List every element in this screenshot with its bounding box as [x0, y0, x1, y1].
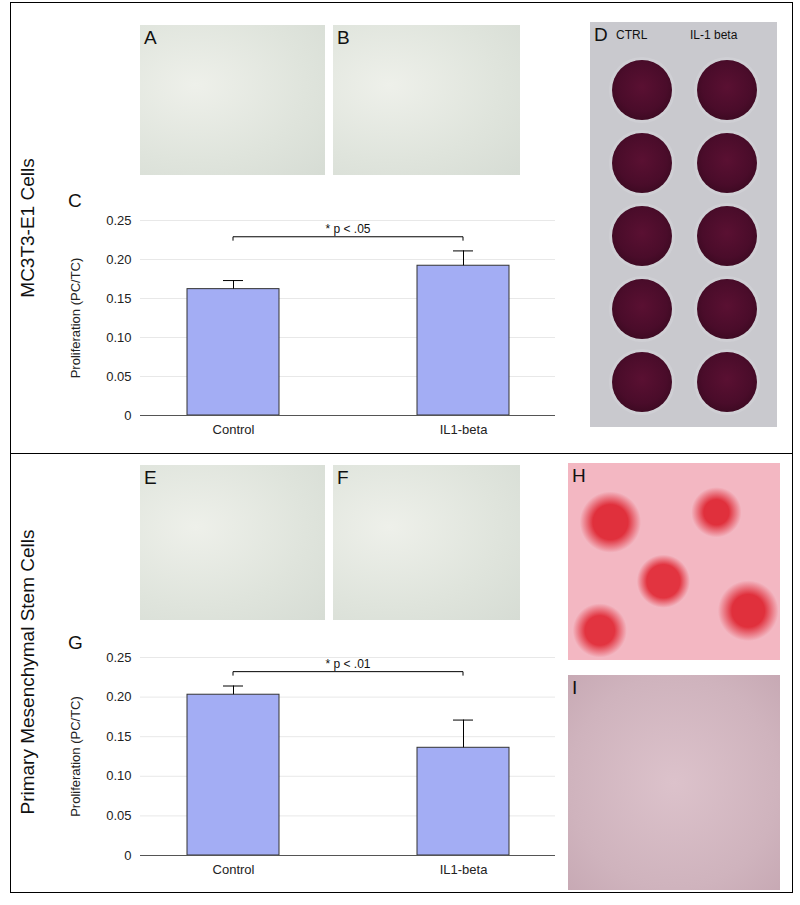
html-text:H: H	[572, 465, 586, 486]
svg-text:0.20: 0.20	[106, 689, 131, 704]
svg-text:0.15: 0.15	[106, 729, 131, 744]
svg-text:Control: Control	[213, 422, 255, 437]
html-text:F: F	[337, 467, 349, 488]
html-text:D: D	[594, 24, 608, 45]
html-text:Primary Mesenchymal Stem Cells: Primary Mesenchymal Stem Cells	[17, 529, 38, 815]
html-text:E: E	[144, 467, 157, 488]
svg-text:* p < .01: * p < .01	[325, 657, 370, 671]
svg-text:0.25: 0.25	[106, 650, 131, 665]
svg-text:0: 0	[124, 408, 131, 423]
svg-text:0.15: 0.15	[106, 291, 131, 306]
svg-text:0.20: 0.20	[106, 252, 131, 267]
html-text:A: A	[144, 27, 157, 48]
svg-text:IL1-beta: IL1-beta	[440, 422, 488, 437]
svg-text:0.05: 0.05	[106, 369, 131, 384]
html-text:I: I	[572, 677, 578, 698]
svg-text:Control: Control	[213, 862, 255, 877]
html-text:MC3T3-E1 Cells: MC3T3-E1 Cells	[17, 158, 38, 298]
html-text:B: B	[337, 27, 350, 48]
svg-text:0.05: 0.05	[106, 808, 131, 823]
svg-text:* p < .05: * p < .05	[325, 222, 370, 236]
svg-text:IL1-beta: IL1-beta	[440, 862, 488, 877]
svg-text:0.10: 0.10	[106, 330, 131, 345]
svg-text:0.10: 0.10	[106, 768, 131, 783]
html-text:G: G	[68, 632, 83, 653]
svg-text:0: 0	[124, 848, 131, 863]
html-text:IL-1 beta: IL-1 beta	[690, 28, 738, 42]
html-text:CTRL: CTRL	[616, 28, 648, 42]
html-text:C: C	[68, 190, 82, 211]
svg-text:Proliferation (PC/TC): Proliferation (PC/TC)	[68, 696, 83, 817]
svg-text:Proliferation (PC/TC): Proliferation (PC/TC)	[68, 258, 83, 379]
svg-text:0.25: 0.25	[106, 213, 131, 228]
